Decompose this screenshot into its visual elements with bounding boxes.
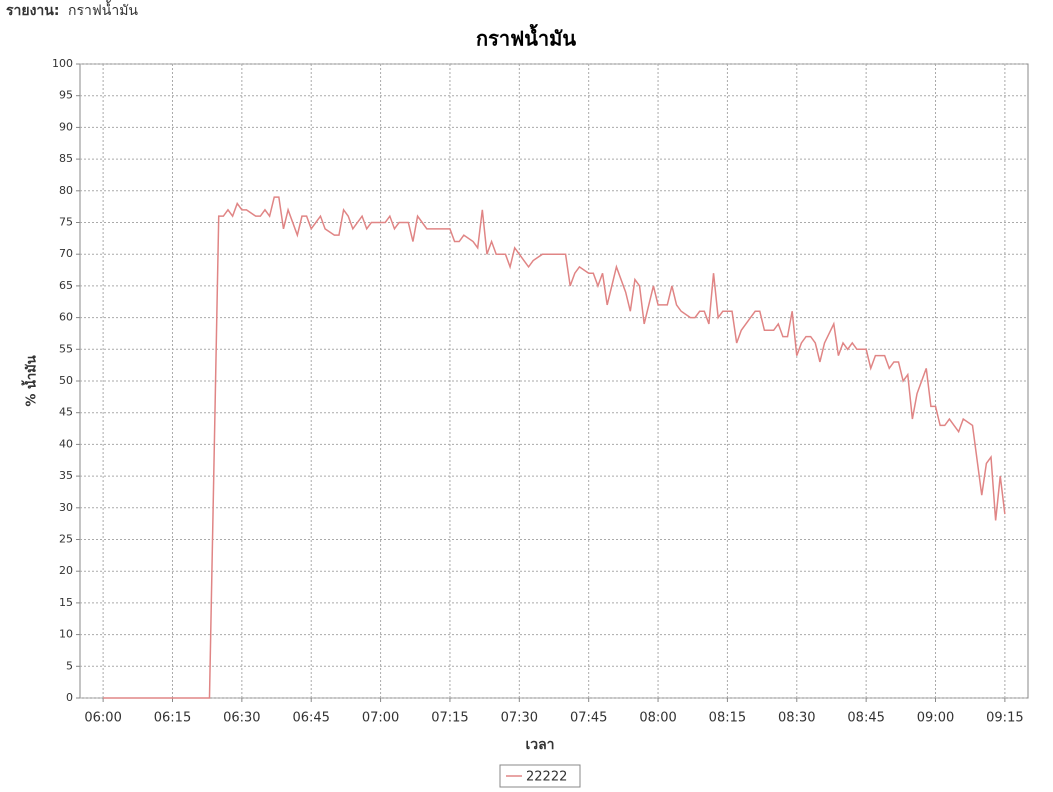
y-tick-label: 85: [59, 152, 73, 165]
y-tick-label: 5: [66, 659, 73, 672]
x-axis-label: เวลา: [525, 737, 554, 753]
y-tick-label: 35: [59, 469, 73, 482]
x-tick-label: 08:45: [847, 711, 884, 726]
x-tick-label: 08:00: [639, 711, 676, 726]
y-tick-label: 60: [59, 311, 73, 324]
y-tick-label: 65: [59, 279, 73, 292]
x-tick-label: 09:00: [917, 711, 954, 726]
y-tick-label: 20: [59, 564, 73, 577]
y-tick-label: 75: [59, 216, 73, 229]
x-tick-label: 08:15: [709, 711, 746, 726]
x-tick-label: 06:30: [223, 711, 260, 726]
chart-title: กราฟน้ำมัน: [476, 24, 576, 51]
y-tick-label: 50: [59, 374, 73, 387]
y-tick-label: 0: [66, 691, 73, 704]
x-tick-label: 07:00: [362, 711, 399, 726]
x-tick-label: 09:15: [986, 711, 1023, 726]
x-tick-label: 07:45: [570, 711, 607, 726]
y-tick-label: 45: [59, 406, 73, 419]
report-value: กราฟน้ำมัน: [68, 0, 138, 19]
y-axis-label: % น้ำมัน: [21, 355, 40, 406]
legend-label: 22222: [526, 770, 567, 785]
x-tick-label: 08:30: [778, 711, 815, 726]
y-tick-label: 95: [59, 89, 73, 102]
x-tick-label: 07:15: [431, 711, 468, 726]
y-tick-label: 90: [59, 120, 73, 133]
y-tick-label: 40: [59, 437, 73, 450]
y-tick-label: 100: [52, 57, 73, 70]
x-tick-label: 06:00: [84, 711, 121, 726]
legend-box: [499, 764, 581, 788]
y-tick-label: 55: [59, 342, 73, 355]
x-tick-label: 06:45: [292, 711, 329, 726]
x-tick-label: 07:30: [501, 711, 538, 726]
y-tick-label: 80: [59, 184, 73, 197]
y-tick-label: 30: [59, 501, 73, 514]
y-tick-label: 15: [59, 596, 73, 609]
data-line: [103, 196, 1006, 699]
x-tick-label: 06:15: [154, 711, 191, 726]
y-tick-label: 25: [59, 533, 73, 546]
y-tick-label: 10: [59, 628, 73, 641]
y-tick-label: 70: [59, 247, 73, 260]
report-label: รายงาน:: [6, 3, 59, 19]
